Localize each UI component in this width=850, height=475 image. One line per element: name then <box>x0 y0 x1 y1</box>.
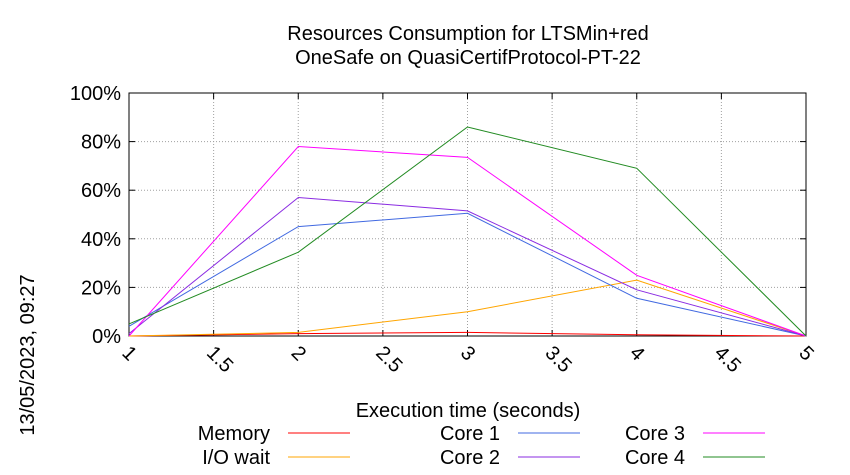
legend-label-i-o-wait: I/O wait <box>202 447 270 469</box>
x-tick-label: 3.5 <box>541 342 576 377</box>
series-line-core-2 <box>128 196 807 337</box>
x-tick-label: 3 <box>456 342 479 365</box>
y-tick-label: 100% <box>70 83 121 105</box>
series-line-core-1 <box>128 212 807 337</box>
series-line-core-4 <box>128 126 807 337</box>
y-tick-label: 20% <box>81 277 121 299</box>
chart-title-line-1: Resources Consumption for LTSMin+red <box>287 23 648 45</box>
axis-ticks: 1 1.5 2 2.5 3 3.5 4 4.5 50%20%40%60%80%100% <box>70 83 818 377</box>
y-tick-label: 60% <box>81 180 121 202</box>
y-tick-label: 0% <box>92 326 121 348</box>
series-line-core-3 <box>128 145 807 337</box>
legend-label-core-2: Core 2 <box>440 447 500 469</box>
legend-label-memory: Memory <box>198 423 270 445</box>
x-tick-label: 2 <box>287 342 310 365</box>
x-tick-label: 4 <box>625 342 648 365</box>
x-tick-label: 1.5 <box>202 342 237 377</box>
x-tick-label: 4.5 <box>710 342 745 377</box>
chart-title-line-2: OneSafe on QuasiCertifProtocol-PT-22 <box>295 47 641 69</box>
x-tick-label: 2.5 <box>371 342 406 377</box>
series-lines <box>128 126 807 337</box>
timestamp-label: 13/05/2023, 09:27 <box>17 274 39 435</box>
series-line-memory <box>128 331 807 337</box>
x-axis-label: Execution time (seconds) <box>356 400 581 422</box>
legend-label-core-1: Core 1 <box>440 423 500 445</box>
y-tick-label: 80% <box>81 132 121 154</box>
legend-label-core-3: Core 3 <box>625 423 685 445</box>
series-line-i-o-wait <box>128 279 807 337</box>
legend-label-core-4: Core 4 <box>625 447 685 469</box>
x-tick-label: 5 <box>794 342 817 365</box>
y-tick-label: 40% <box>81 229 121 251</box>
